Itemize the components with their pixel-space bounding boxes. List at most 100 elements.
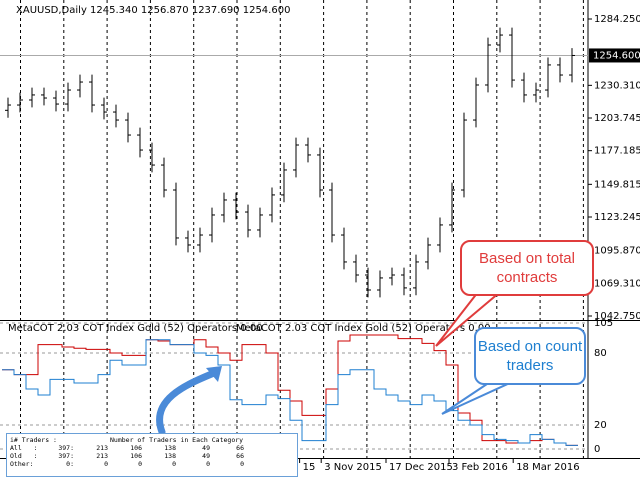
ohlc-bar [89,74,95,113]
ohlc-bar [449,182,455,233]
table-cell: 397: [58,444,74,452]
table-cell: 213 [96,444,108,452]
indicator-title: MetaCOT 2.03 COT Index Gold (52) Operato… [8,323,263,334]
ohlc-bar [101,97,107,120]
ohlc-bar [245,204,251,238]
ohlc-bar [113,104,119,128]
table-header-cell: Number of Traders in Each Category [110,436,244,444]
ohlc-bar [17,92,23,113]
ohlc-bar [137,127,143,158]
chart-title: XAUUSD,Daily 1245.340 1256.870 1237.690 … [16,5,290,16]
table-cell: 49 [202,452,210,460]
table-cell: 0 [138,460,142,468]
y-tick-label: 1284.250 [594,14,640,25]
time-grid [0,0,588,458]
table-cell: 213 [96,452,108,460]
callout: Based on count traders [474,327,586,385]
ohlc-bar [149,142,155,173]
y-tick-label: 1095.870 [594,246,640,257]
ohlc-bar [5,97,11,118]
ohlc-bar [185,230,191,253]
table-cell: 138 [164,452,176,460]
table-cell: All : [10,444,38,452]
ohlc-bar [161,157,167,198]
y-tick-label: 80 [594,348,607,359]
ohlc-bar [413,254,419,296]
indicator-line [2,339,578,446]
ohlc-bar [509,27,515,88]
table-cell: 66 [236,452,244,460]
ohlc-bar [353,254,359,283]
ohlc-bar [305,137,311,163]
ohlc-bar [125,112,131,143]
y-tick-label: 0 [594,444,600,455]
table-cell: 49 [202,444,210,452]
table-cell: 397: [58,452,74,460]
ohlc-bar [197,227,203,253]
ohlc-bar [29,87,35,108]
y-tick-label: 20 [594,420,607,431]
ohlc-bar [293,137,299,178]
table-cell: Other: [10,460,34,468]
ohlc-bar [269,187,275,223]
table-cell: 106 [130,452,142,460]
ohlc-bar [569,48,575,83]
ohlc-bar [425,237,431,270]
table-cell: 0 [240,460,244,468]
ohlc-bar [173,182,179,246]
ohlc-bar [521,72,527,103]
arrow-head [206,366,222,382]
info-table: i# Traders : Number of Traders in Each Ca… [6,433,298,477]
table-row: All : 397: 213 106 138 49 66 [10,444,294,452]
ohlc-bar [341,227,347,270]
table-cell: 0 [172,460,176,468]
ohlc-bar [317,147,323,198]
table-cell: 138 [164,444,176,452]
y-tick-label: 105 [594,318,613,329]
ohlc-bar [545,57,551,98]
ohlc-bar [53,90,59,112]
price-marker-label: 1254.600 [593,50,640,61]
x-tick-label: 15 [303,462,316,473]
ohlc-bar [557,57,563,83]
ohlc-bar [77,74,83,98]
ohlc-bar [41,87,47,106]
y-tick-label: 1177.185 [594,146,640,157]
ohlc-bar [485,37,491,93]
table-cell: 66 [236,444,244,452]
y-tick-label: 1123.245 [594,212,640,223]
ohlc-bar [65,82,71,112]
ohlc-bar [389,267,395,286]
x-tick-label: 3 Feb 2016 [452,462,508,473]
ohlc-bar [377,270,383,298]
x-tick-label: 17 Dec 2015 [389,462,453,473]
table-header: i# Traders : Number of Traders in Each Ca… [10,436,294,444]
ohlc-bar [365,267,371,298]
table-cell: 0 [206,460,210,468]
table-cell: 0 [104,460,108,468]
table-row: Other: 0: 0 0 0 0 0 [10,460,294,468]
ohlc-bar [473,77,479,128]
ohlc-bar [209,207,215,243]
y-tick-label: 1203.745 [594,113,640,124]
ohlc-bar [533,82,539,103]
callout: Based on total contracts [460,240,594,296]
ohlc-bar [401,267,407,296]
table-row: Old : 397: 213 106 138 49 66 [10,452,294,460]
ohlc-bar [221,192,227,223]
ohlc-bar [497,27,503,53]
price-marker [589,48,640,63]
ohlc-bar [233,192,239,220]
x-tick-label: 18 Mar 2016 [516,462,579,473]
y-tick-label: 1042.750 [594,311,640,322]
y-tick-label: 1230.310 [594,80,640,91]
ohlc-bar [257,207,263,238]
table-cell: 0: [66,460,74,468]
x-tick-label: 3 Nov 2015 [324,462,382,473]
table-cell: 106 [130,444,142,452]
ohlc-bar [281,162,287,203]
arrow [156,369,218,436]
ohlc-bar [329,182,335,243]
